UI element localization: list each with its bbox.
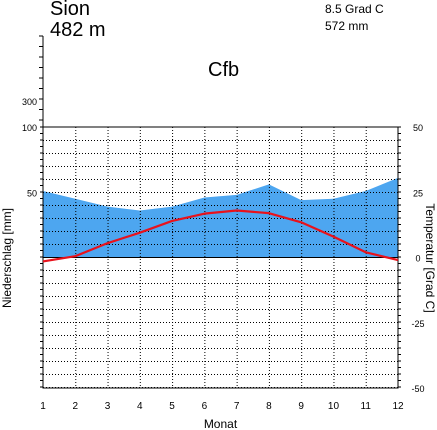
temp-tick-label: -50 <box>411 384 424 394</box>
temp-tick-label: 0 <box>415 254 420 264</box>
y-axis-label-left: Niederschlag [mm] <box>0 208 14 308</box>
month-tick-label: 10 <box>328 401 340 412</box>
grid <box>43 127 398 388</box>
month-tick-label: 12 <box>392 401 404 412</box>
precip-tick-label-upper: 300 <box>22 97 37 107</box>
station-elevation: 482 m <box>50 19 106 41</box>
y-axis-label-right: Temperatur [Grad C] <box>423 203 437 312</box>
temp-tick-label: 50 <box>413 123 423 133</box>
station-name: Sion <box>50 0 91 20</box>
month-tick-label: 1 <box>40 401 46 412</box>
month-tick-label: 3 <box>105 401 111 412</box>
month-tick-label: 8 <box>266 401 272 412</box>
temperature-line <box>42 209 399 263</box>
climate-classification: Cfb <box>208 59 240 81</box>
month-tick-label: 5 <box>169 401 175 412</box>
x-axis-label: Monat <box>204 417 238 430</box>
precip-tick-label: 100 <box>22 123 37 133</box>
precipitation-area <box>43 177 398 258</box>
mean-temperature: 8.5 Grad C <box>325 2 384 16</box>
month-tick-label: 6 <box>202 401 208 412</box>
annual-precipitation: 572 mm <box>325 19 369 33</box>
temp-tick-label: 25 <box>413 188 423 198</box>
month-tick-label: 7 <box>234 401 240 412</box>
month-tick-label: 2 <box>72 401 78 412</box>
month-tick-label: 11 <box>361 401 372 412</box>
precip-tick-label: 50 <box>27 188 37 198</box>
temp-tick-label: -25 <box>411 319 424 329</box>
month-tick-label: 9 <box>298 401 304 412</box>
month-tick-label: 4 <box>137 401 143 412</box>
